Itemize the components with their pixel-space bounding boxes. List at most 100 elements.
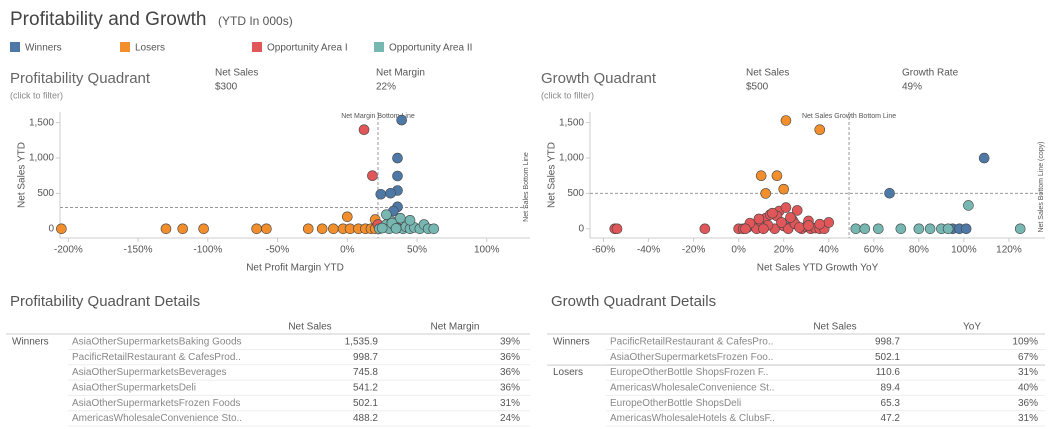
point[interactable] xyxy=(924,223,936,235)
point[interactable] xyxy=(611,223,623,235)
point[interactable] xyxy=(758,223,769,235)
point[interactable] xyxy=(177,223,189,235)
point[interactable] xyxy=(358,124,370,135)
point[interactable] xyxy=(884,187,895,199)
row-name[interactable]: AsiaOtherSupermarketsBeverages xyxy=(72,367,227,378)
reference-label: Net Sales Growth Bottom Line xyxy=(802,113,896,120)
panel-subtitle: (click to filter) xyxy=(10,90,63,100)
point[interactable] xyxy=(367,170,378,182)
row-name[interactable]: AsiaOtherSupermarketsFrozen Foods xyxy=(72,398,240,409)
y-tick-label: 500 xyxy=(37,188,54,199)
point[interactable] xyxy=(859,223,871,235)
point[interactable] xyxy=(160,223,172,235)
row-group: Losers xyxy=(553,367,583,378)
x-tick-label: 100% xyxy=(951,245,977,256)
row-name[interactable]: AsiaOtherSupermarketsDeli xyxy=(72,383,196,394)
row-sales: 1,535.9 xyxy=(345,337,379,348)
legend-label: Opportunity Area II xyxy=(389,43,472,54)
row-name[interactable]: AsiaOtherSupermarketsFrozen Foo.. xyxy=(610,352,773,363)
point[interactable] xyxy=(740,223,751,235)
kpi-label: Growth Rate xyxy=(902,68,959,79)
row-sales: 998.7 xyxy=(353,352,378,363)
row-name[interactable]: AmericasWholesaleConvenience Sto.. xyxy=(72,413,242,424)
point[interactable] xyxy=(375,188,387,200)
point[interactable] xyxy=(392,152,403,164)
point[interactable] xyxy=(390,223,402,234)
point[interactable] xyxy=(699,223,711,235)
row-rate: 36% xyxy=(1018,398,1038,409)
point[interactable] xyxy=(963,200,974,211)
row-name[interactable]: AsiaOtherSupermarketsBaking Goods xyxy=(72,337,242,348)
point[interactable] xyxy=(850,223,862,235)
point[interactable] xyxy=(814,124,826,135)
point[interactable] xyxy=(755,170,767,182)
panel-subtitle: (click to filter) xyxy=(541,90,594,100)
point[interactable] xyxy=(753,213,765,225)
point[interactable] xyxy=(794,222,805,233)
row-name[interactable]: EuropeOtherBottle ShopsDeli xyxy=(610,398,741,409)
point[interactable] xyxy=(198,223,209,235)
point[interactable] xyxy=(328,223,339,235)
point[interactable] xyxy=(780,202,792,213)
point[interactable] xyxy=(803,220,814,231)
row-rate: 109% xyxy=(1012,337,1038,348)
point[interactable] xyxy=(381,209,392,220)
point[interactable] xyxy=(428,223,440,235)
dashboard-title: Profitability and Growth xyxy=(10,9,206,30)
point[interactable] xyxy=(778,183,790,195)
row-name[interactable]: AmericasWholesaleHotels & ClubsF.. xyxy=(610,413,775,424)
point[interactable] xyxy=(776,217,787,228)
point[interactable] xyxy=(302,223,314,235)
row-group: Winners xyxy=(12,337,49,348)
point[interactable] xyxy=(780,115,792,126)
point[interactable] xyxy=(376,222,388,234)
legend-swatch xyxy=(10,42,20,52)
legend-label: Losers xyxy=(135,43,165,54)
point[interactable] xyxy=(404,215,416,226)
x-tick-label: -60% xyxy=(592,245,615,256)
row-name[interactable]: AmericasWholesaleConvenience St.. xyxy=(610,383,775,394)
point[interactable] xyxy=(261,223,272,235)
row-name[interactable]: PacificRetailRestaurant & CafesPro.. xyxy=(610,337,773,348)
point[interactable] xyxy=(814,218,826,230)
row-sales: 745.8 xyxy=(353,367,378,378)
point[interactable] xyxy=(873,223,884,235)
y-tick-label: 1,500 xyxy=(559,117,584,128)
point[interactable] xyxy=(767,207,778,219)
point[interactable] xyxy=(942,223,954,235)
point[interactable] xyxy=(913,223,925,235)
column-header: Net Sales xyxy=(288,322,331,333)
point[interactable] xyxy=(785,212,796,223)
kpi-label: Net Margin xyxy=(376,68,425,79)
row-sales: 89.4 xyxy=(881,383,901,394)
x-tick-label: 120% xyxy=(996,245,1022,256)
point[interactable] xyxy=(771,170,783,182)
column-header: Net Sales xyxy=(813,322,856,333)
row-name[interactable]: EuropeOtherBottle ShopsFrozen F.. xyxy=(610,367,768,378)
legend-label: Opportunity Area I xyxy=(267,43,348,54)
point[interactable] xyxy=(396,114,407,126)
row-rate: 36% xyxy=(500,367,520,378)
point[interactable] xyxy=(316,223,328,235)
row-rate: 36% xyxy=(500,383,520,394)
kpi-value: $300 xyxy=(215,82,238,93)
x-tick-label: 100% xyxy=(474,245,500,256)
point[interactable] xyxy=(385,187,396,199)
point[interactable] xyxy=(895,223,907,235)
point[interactable] xyxy=(978,152,990,164)
point[interactable] xyxy=(1014,223,1026,235)
point[interactable] xyxy=(341,211,353,223)
row-name[interactable]: PacificRetailRestaurant & CafesProd.. xyxy=(72,352,241,363)
point[interactable] xyxy=(760,188,771,199)
point[interactable] xyxy=(791,205,803,216)
point[interactable] xyxy=(392,170,403,182)
point[interactable] xyxy=(960,223,972,235)
point[interactable] xyxy=(251,223,262,235)
kpi-label: Net Sales xyxy=(215,68,258,79)
x-tick-label: 50% xyxy=(407,245,427,256)
row-sales: 110.6 xyxy=(876,367,901,378)
point[interactable] xyxy=(56,223,67,235)
point[interactable] xyxy=(823,217,835,228)
legend-swatch xyxy=(252,42,262,52)
reference-label: Net Sales Bottom Line (copy) xyxy=(1038,141,1045,232)
